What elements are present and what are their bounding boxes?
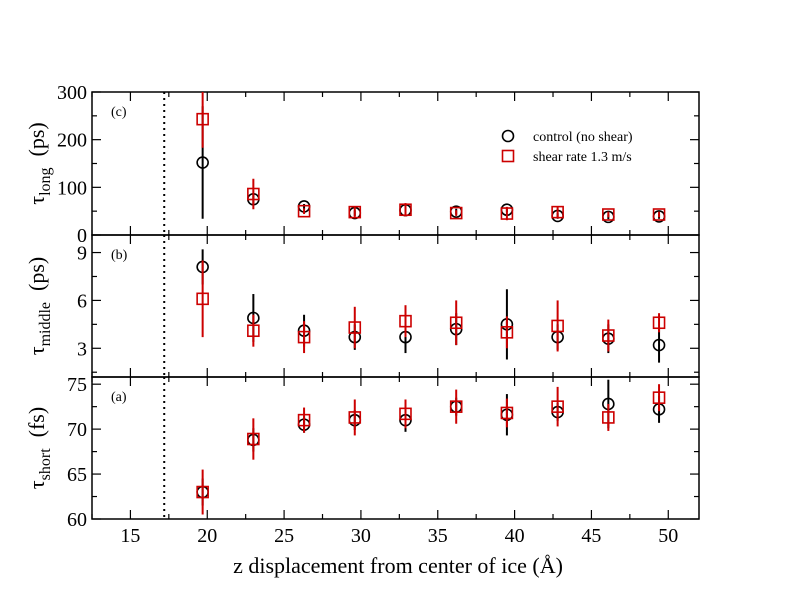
- data-point-shear: [551, 400, 564, 413]
- panel-frame: [91, 234, 700, 378]
- y-tick-label: 6: [77, 290, 87, 312]
- data-point-shear: [652, 316, 666, 330]
- data-point-shear: [348, 205, 362, 219]
- panel-label: (b): [111, 248, 128, 263]
- x-tick-label: 45: [581, 525, 601, 547]
- data-point-shear: [652, 391, 666, 404]
- data-point-shear: [652, 208, 666, 221]
- x-tick-label: 30: [351, 525, 371, 547]
- y-tick-label: 75: [67, 374, 87, 396]
- series-shear: [196, 92, 666, 221]
- x-tick-label: 25: [274, 525, 294, 547]
- data-point-shear: [449, 400, 463, 413]
- y-axis-label: τlong (ps): [24, 122, 54, 205]
- x-tick-label: 50: [658, 525, 678, 547]
- panels: 0 100 200 300 (c) τlong (ps) 3 6 9 (b) τmiddle (ps…: [24, 82, 700, 547]
- legend: control (no shear) shear rate 1.3 m/s: [488, 122, 678, 170]
- x-axis-label: z displacement from center of ice (Å): [233, 553, 563, 578]
- y-tick-label: 9: [77, 243, 87, 265]
- legend-marker-shear: [501, 149, 515, 163]
- panel-label: (a): [111, 390, 127, 405]
- series-shear: [196, 384, 666, 515]
- y-tick-label: 100: [57, 177, 87, 199]
- y-axis-label: τmiddle (ps): [24, 257, 54, 356]
- legend-label-control: control (no shear): [533, 130, 633, 145]
- data-point-shear: [196, 112, 209, 126]
- data-point-shear: [348, 321, 362, 334]
- legend-box: [488, 122, 678, 170]
- x-tick-label: 35: [428, 525, 448, 547]
- y-tick-label: 60: [67, 509, 87, 531]
- panel-label: (c): [111, 105, 127, 120]
- data-point-control: [652, 338, 666, 352]
- data-point-shear: [449, 206, 463, 220]
- y-tick-label: 70: [67, 419, 87, 441]
- data-point-shear: [449, 316, 463, 330]
- data-point-shear: [297, 330, 311, 344]
- data-point-shear: [399, 407, 412, 421]
- data-point-shear: [196, 292, 209, 306]
- data-point-shear: [551, 319, 564, 333]
- legend-label-shear: shear rate 1.3 m/s: [533, 150, 632, 165]
- data-point-shear: [399, 203, 412, 217]
- panel-a: 60 65 70 75 (a) τshort (fs): [24, 374, 700, 531]
- x-tick-label: 15: [120, 525, 140, 547]
- y-tick-label: 200: [57, 130, 87, 152]
- legend-marker-control: [501, 129, 515, 143]
- panel-b: 3 6 9 (b) τmiddle (ps): [24, 234, 700, 378]
- data-point-shear: [297, 204, 311, 218]
- data-point-shear: [399, 314, 412, 328]
- series-control: [196, 249, 666, 363]
- data-point-control: [196, 156, 209, 169]
- y-tick-label: 300: [57, 82, 87, 104]
- y-tick-label: 3: [77, 338, 87, 360]
- y-tick-label: 65: [67, 464, 87, 486]
- y-tick-label: 0: [77, 225, 87, 247]
- data-point-shear: [602, 208, 615, 221]
- data-point-shear: [602, 411, 615, 424]
- data-point-shear: [551, 205, 564, 219]
- panel-frame: [91, 376, 700, 520]
- data-point-shear: [247, 324, 260, 338]
- data-point-shear: [500, 406, 514, 420]
- data-point-shear: [602, 329, 615, 342]
- y-axis-label: τshort (fs): [24, 407, 54, 489]
- data-point-shear: [297, 413, 311, 427]
- series-control: [196, 379, 666, 506]
- data-point-shear: [247, 432, 260, 446]
- x-tick-label: 20: [197, 525, 217, 547]
- x-tick-label: 40: [505, 525, 525, 547]
- data-point-shear: [500, 207, 514, 220]
- data-point-shear: [196, 485, 209, 499]
- data-point-shear: [247, 187, 260, 201]
- data-point-shear: [348, 411, 362, 424]
- series-shear: [196, 260, 666, 354]
- data-point-shear: [500, 326, 514, 339]
